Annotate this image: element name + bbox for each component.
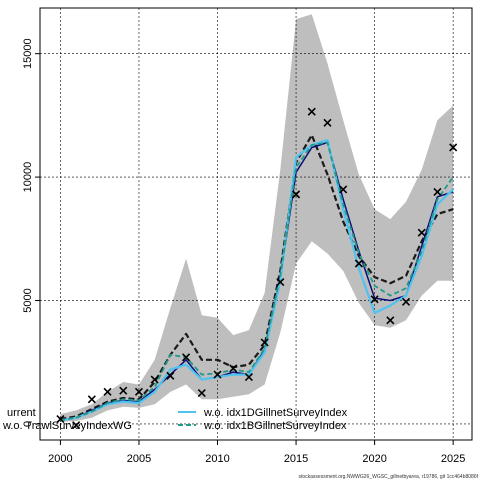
observation-layer [56, 107, 458, 430]
y-tick-label: 15000 [22, 38, 34, 69]
series-line-2 [60, 139, 454, 422]
observation-point [370, 295, 379, 304]
confidence-band [60, 14, 454, 422]
observation-point [276, 277, 285, 287]
observation-point [103, 387, 112, 396]
x-tick-label: 2010 [205, 453, 229, 465]
x-tick-label: 2020 [362, 453, 386, 465]
confidence-band-layer [60, 14, 454, 422]
y-tick-label: 10000 [22, 162, 34, 193]
observation-point [401, 297, 411, 306]
observation-point [449, 143, 458, 152]
legend-label-1: w.o. idx1DGillnetSurveyIndex [203, 407, 348, 419]
observation-point [244, 372, 253, 382]
plot-frame [39, 7, 473, 441]
observation-point [166, 371, 175, 380]
observation-point [213, 370, 222, 379]
y-tick-label: 5000 [22, 288, 34, 312]
observation-point [119, 386, 128, 395]
observation-point [386, 316, 395, 325]
observation-point [433, 187, 442, 196]
x-tick-label: 2005 [127, 453, 151, 465]
observation-point [134, 387, 144, 396]
series-line-0 [60, 134, 454, 421]
legend-label-2: w.o. TrawlSurveyIndexWG [2, 420, 132, 432]
observation-point [182, 353, 191, 362]
grid-layer [40, 8, 472, 440]
observation-point [260, 338, 269, 347]
series-line-3 [60, 141, 454, 422]
legend: urrent w.o. idx1DGillnetSurveyIndex w.o. T… [2, 407, 348, 432]
legend-label-0: urrent [7, 407, 36, 419]
x-tick-label: 2000 [48, 453, 72, 465]
observation-point [417, 228, 426, 237]
observation-point [229, 364, 238, 373]
observation-point [291, 190, 301, 199]
observation-point [150, 375, 159, 384]
observation-point [197, 389, 206, 398]
observation-point [354, 259, 363, 268]
credit-text: stockassessment.org.NWWG26_WGSC_gillnetb… [298, 474, 478, 480]
legend-label-3: w.o. idx1BGillnetSurveyIndex [203, 420, 347, 432]
series-layer [60, 134, 454, 422]
observation-point [87, 395, 96, 404]
y-tick-label: 0 [22, 421, 34, 427]
axis-layer: 2000 2005 2010 2015 2020 2025 0 5000 10000 15000 [22, 38, 465, 465]
observation-point [323, 118, 332, 127]
observation-point [72, 421, 81, 430]
x-tick-label: 2025 [441, 453, 465, 465]
observation-point [56, 414, 65, 424]
observation-point [307, 107, 316, 116]
x-tick-label: 2015 [284, 453, 308, 465]
observation-point [339, 185, 348, 194]
